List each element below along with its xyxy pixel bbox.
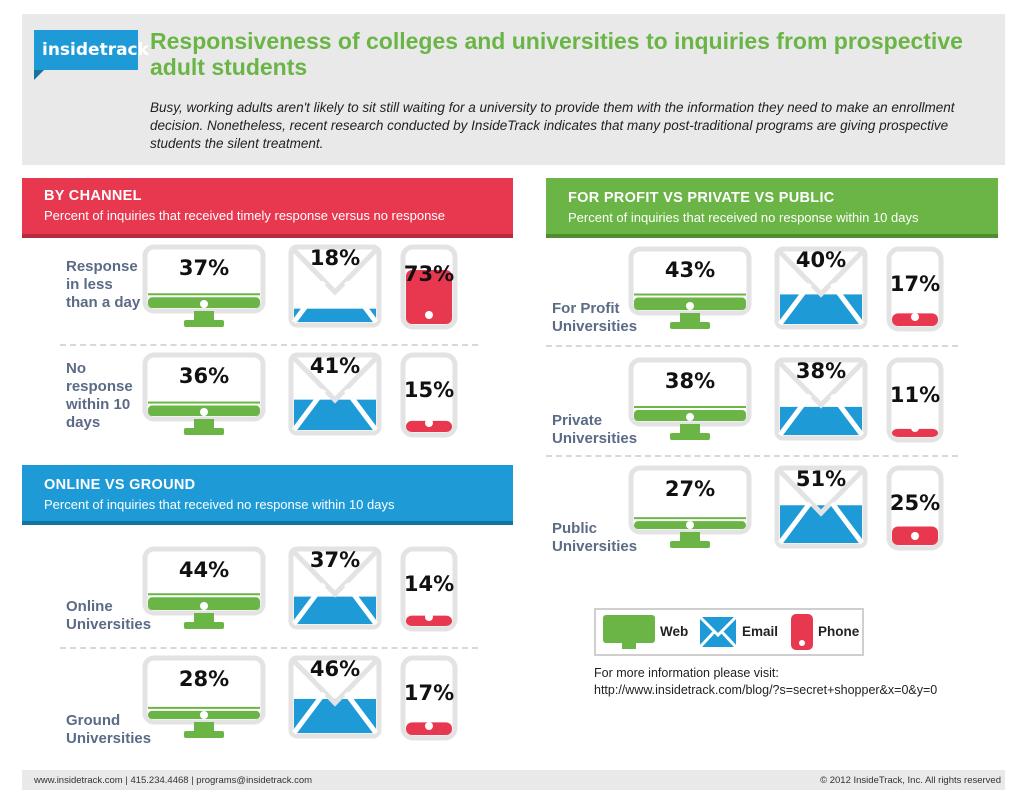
row-divider xyxy=(60,647,478,649)
by-channel-subtitle: Percent of inquiries that received timel… xyxy=(44,208,446,223)
banner-shadow xyxy=(22,234,513,238)
web-monitor-icon xyxy=(142,352,266,435)
legend-phone-label: Phone xyxy=(818,624,860,639)
row-divider xyxy=(546,345,958,347)
logo-ribbon-fold xyxy=(34,70,44,80)
email-envelope-icon xyxy=(288,546,382,630)
online-ground-banner: ONLINE VS GROUND Percent of inquiries th… xyxy=(22,465,513,521)
email-envelope-icon xyxy=(774,465,868,549)
row-label: Public Universities xyxy=(552,520,638,555)
phone-icon xyxy=(886,246,944,332)
email-percent: 46% xyxy=(309,657,361,681)
by-channel-banner: BY CHANNEL Percent of inquiries that rec… xyxy=(22,178,513,234)
row-divider xyxy=(546,455,958,457)
web-percent: 44% xyxy=(178,558,230,582)
profit-private-public-title: FOR PROFIT VS PRIVATE VS PUBLIC xyxy=(568,190,835,206)
row-label: Private Universities xyxy=(552,412,638,447)
phone-icon xyxy=(400,655,458,741)
web-percent: 43% xyxy=(664,258,716,282)
more-info: For more information please visit: http:… xyxy=(594,665,937,699)
intro-text: Busy, working adults aren't likely to si… xyxy=(150,100,955,151)
phone-icon xyxy=(400,546,458,632)
legend: Web Email Phone xyxy=(594,608,864,656)
online-ground-title: ONLINE VS GROUND xyxy=(44,477,196,493)
footer-contact: www.insidetrack.com | 415.234.4468 | pro… xyxy=(34,775,313,786)
email-envelope-icon xyxy=(774,357,868,441)
legend-web-label: Web xyxy=(660,624,689,639)
web-percent: 37% xyxy=(178,256,230,280)
web-monitor-icon xyxy=(142,655,266,738)
phone-percent: 73% xyxy=(403,262,455,286)
monitor-icon xyxy=(603,615,655,649)
footer-copyright: © 2012 InsideTrack, Inc. All rights rese… xyxy=(820,775,1001,786)
profit-private-public-subtitle: Percent of inquiries that received no re… xyxy=(568,210,919,225)
web-monitor-icon xyxy=(628,465,752,548)
envelope-icon xyxy=(698,615,738,649)
insidetrack-logo[interactable]: insidetrack xyxy=(34,30,149,70)
more-info-link[interactable]: http://www.insidetrack.com/blog/?s=secre… xyxy=(594,683,938,697)
phone-percent: 14% xyxy=(403,572,455,596)
email-percent: 40% xyxy=(795,248,847,272)
phone-icon xyxy=(400,352,458,438)
web-percent: 36% xyxy=(178,364,230,388)
more-info-text: For more information please visit: xyxy=(594,666,779,680)
email-percent: 41% xyxy=(309,354,361,378)
email-percent: 37% xyxy=(309,548,361,572)
page-title: Responsiveness of colleges and universit… xyxy=(150,28,963,80)
phone-icon xyxy=(400,244,458,330)
email-envelope-icon xyxy=(288,655,382,739)
phone-icon xyxy=(791,614,813,650)
header: insidetrack Responsiveness of colleges a… xyxy=(22,14,1005,165)
row-label: Response in less than a day xyxy=(66,258,141,311)
phone-icon xyxy=(886,357,944,443)
web-monitor-icon xyxy=(628,357,752,440)
row-label: Ground Universities xyxy=(66,712,152,747)
phone-percent: 11% xyxy=(889,383,941,407)
row-label: No response within 10 days xyxy=(66,360,133,431)
phone-percent: 17% xyxy=(889,272,941,296)
row-label: For Profit Universities xyxy=(552,300,638,335)
email-percent: 38% xyxy=(795,359,847,383)
phone-percent: 15% xyxy=(403,378,455,402)
email-percent: 18% xyxy=(309,246,361,270)
online-ground-subtitle: Percent of inquiries that received no re… xyxy=(44,497,395,512)
web-percent: 28% xyxy=(178,667,230,691)
phone-percent: 17% xyxy=(403,681,455,705)
email-envelope-icon xyxy=(288,352,382,436)
legend-email-label: Email xyxy=(742,624,779,639)
row-label: Online Universities xyxy=(66,598,152,633)
web-monitor-icon xyxy=(628,246,752,329)
web-percent: 27% xyxy=(664,477,716,501)
footer: www.insidetrack.com | 415.234.4468 | pro… xyxy=(22,770,1005,790)
profit-private-public-banner: FOR PROFIT VS PRIVATE VS PUBLIC Percent … xyxy=(546,178,998,234)
by-channel-title: BY CHANNEL xyxy=(44,188,142,204)
email-envelope-icon xyxy=(288,244,382,328)
web-monitor-icon xyxy=(142,546,266,629)
banner-shadow xyxy=(546,234,998,238)
banner-shadow xyxy=(22,521,513,525)
email-percent: 51% xyxy=(795,467,847,491)
web-monitor-icon xyxy=(142,244,266,327)
email-envelope-icon xyxy=(774,246,868,330)
row-divider xyxy=(60,344,478,346)
phone-icon xyxy=(886,465,944,551)
phone-percent: 25% xyxy=(889,491,941,515)
web-percent: 38% xyxy=(664,369,716,393)
